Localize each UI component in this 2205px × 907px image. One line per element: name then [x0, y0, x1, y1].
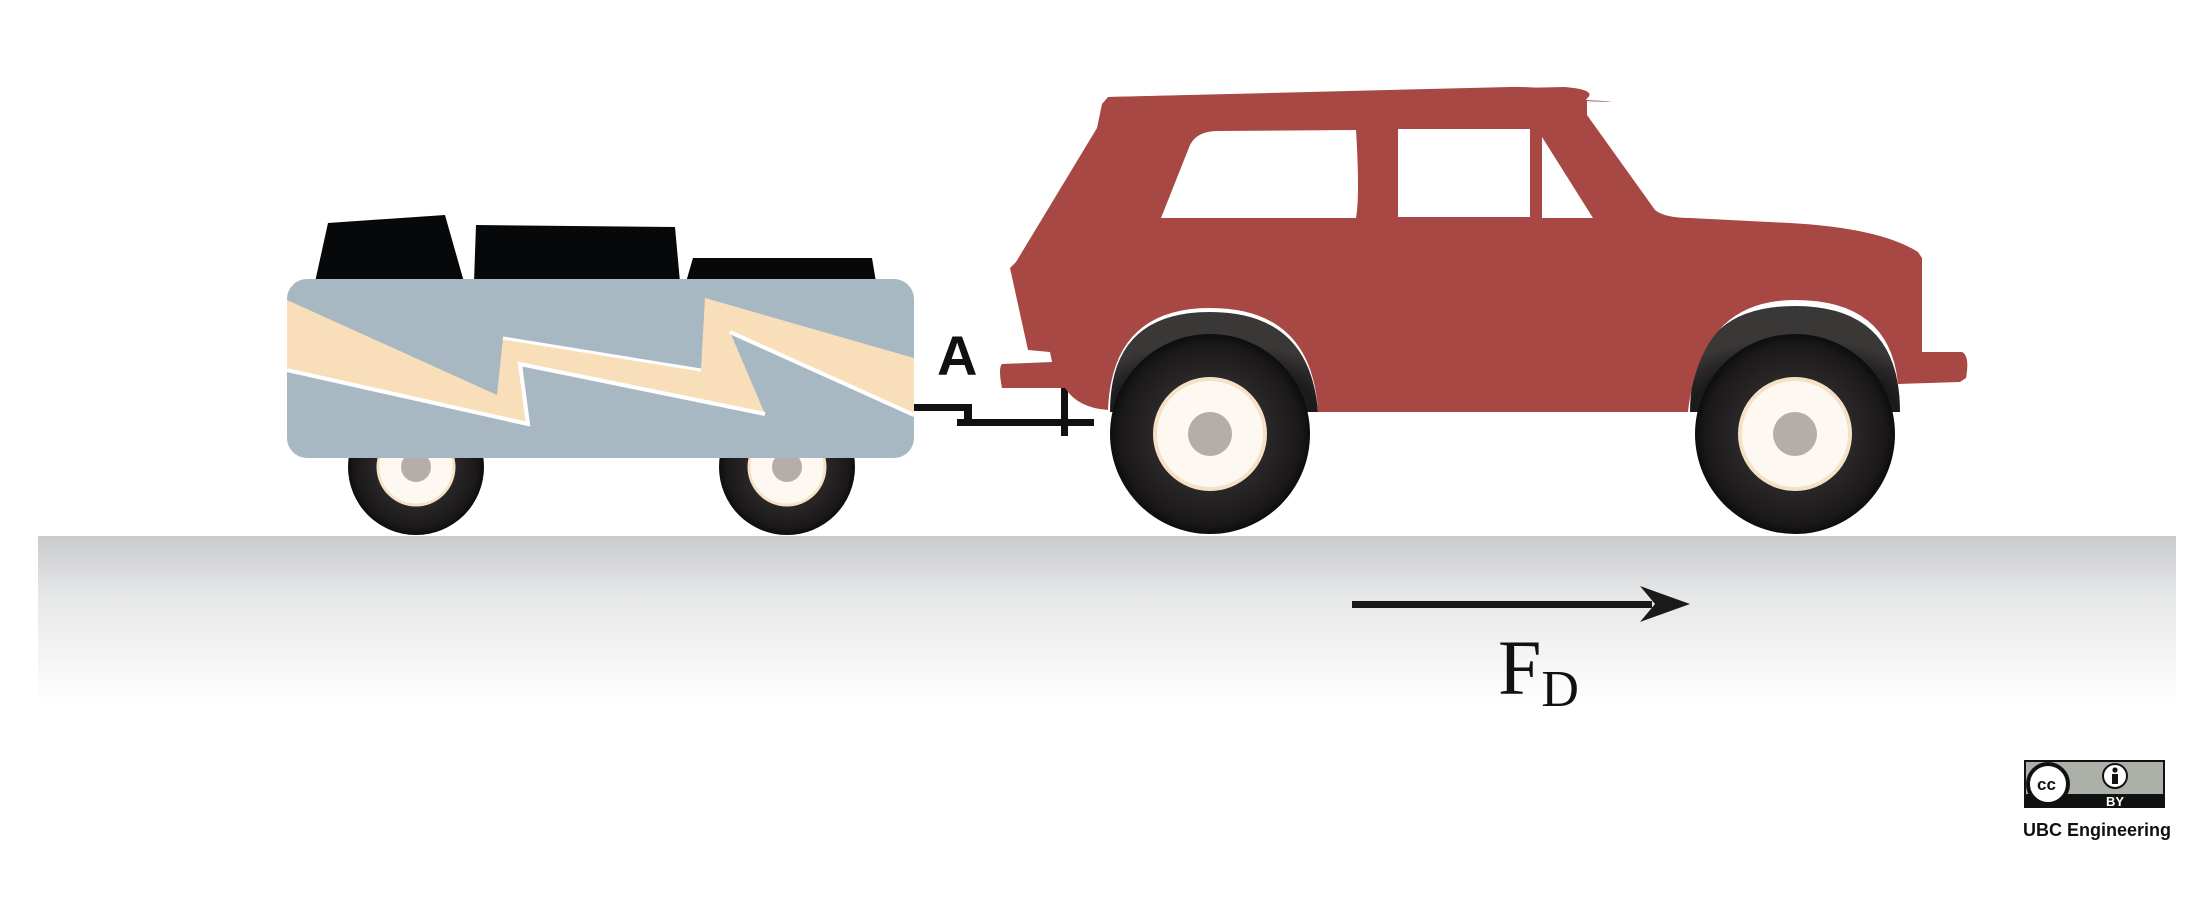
hitch-bar — [914, 384, 1094, 436]
car-window-rear — [1161, 130, 1358, 218]
car-window-front — [1542, 137, 1593, 218]
car-wheel-rear — [1110, 334, 1310, 534]
car — [1000, 86, 1968, 534]
creative-commons-by-icon: cc BY — [2024, 760, 2165, 809]
car-window-middle — [1398, 129, 1530, 217]
organization-label: UBC Engineering — [2023, 820, 2171, 840]
road-surface — [38, 536, 2176, 706]
drag-force-arrow — [1352, 586, 1690, 622]
attribution-person-icon — [2102, 763, 2128, 789]
trailer-cargo — [315, 215, 876, 282]
cc-glyph: cc — [2037, 775, 2056, 794]
cc-by-text: BY — [2106, 794, 2124, 809]
point-a-label: A — [937, 324, 977, 387]
car-wheel-front — [1695, 334, 1895, 534]
trailer — [286, 215, 915, 535]
force-label: FD — [1498, 624, 1579, 718]
trailer-stripe — [287, 298, 914, 424]
